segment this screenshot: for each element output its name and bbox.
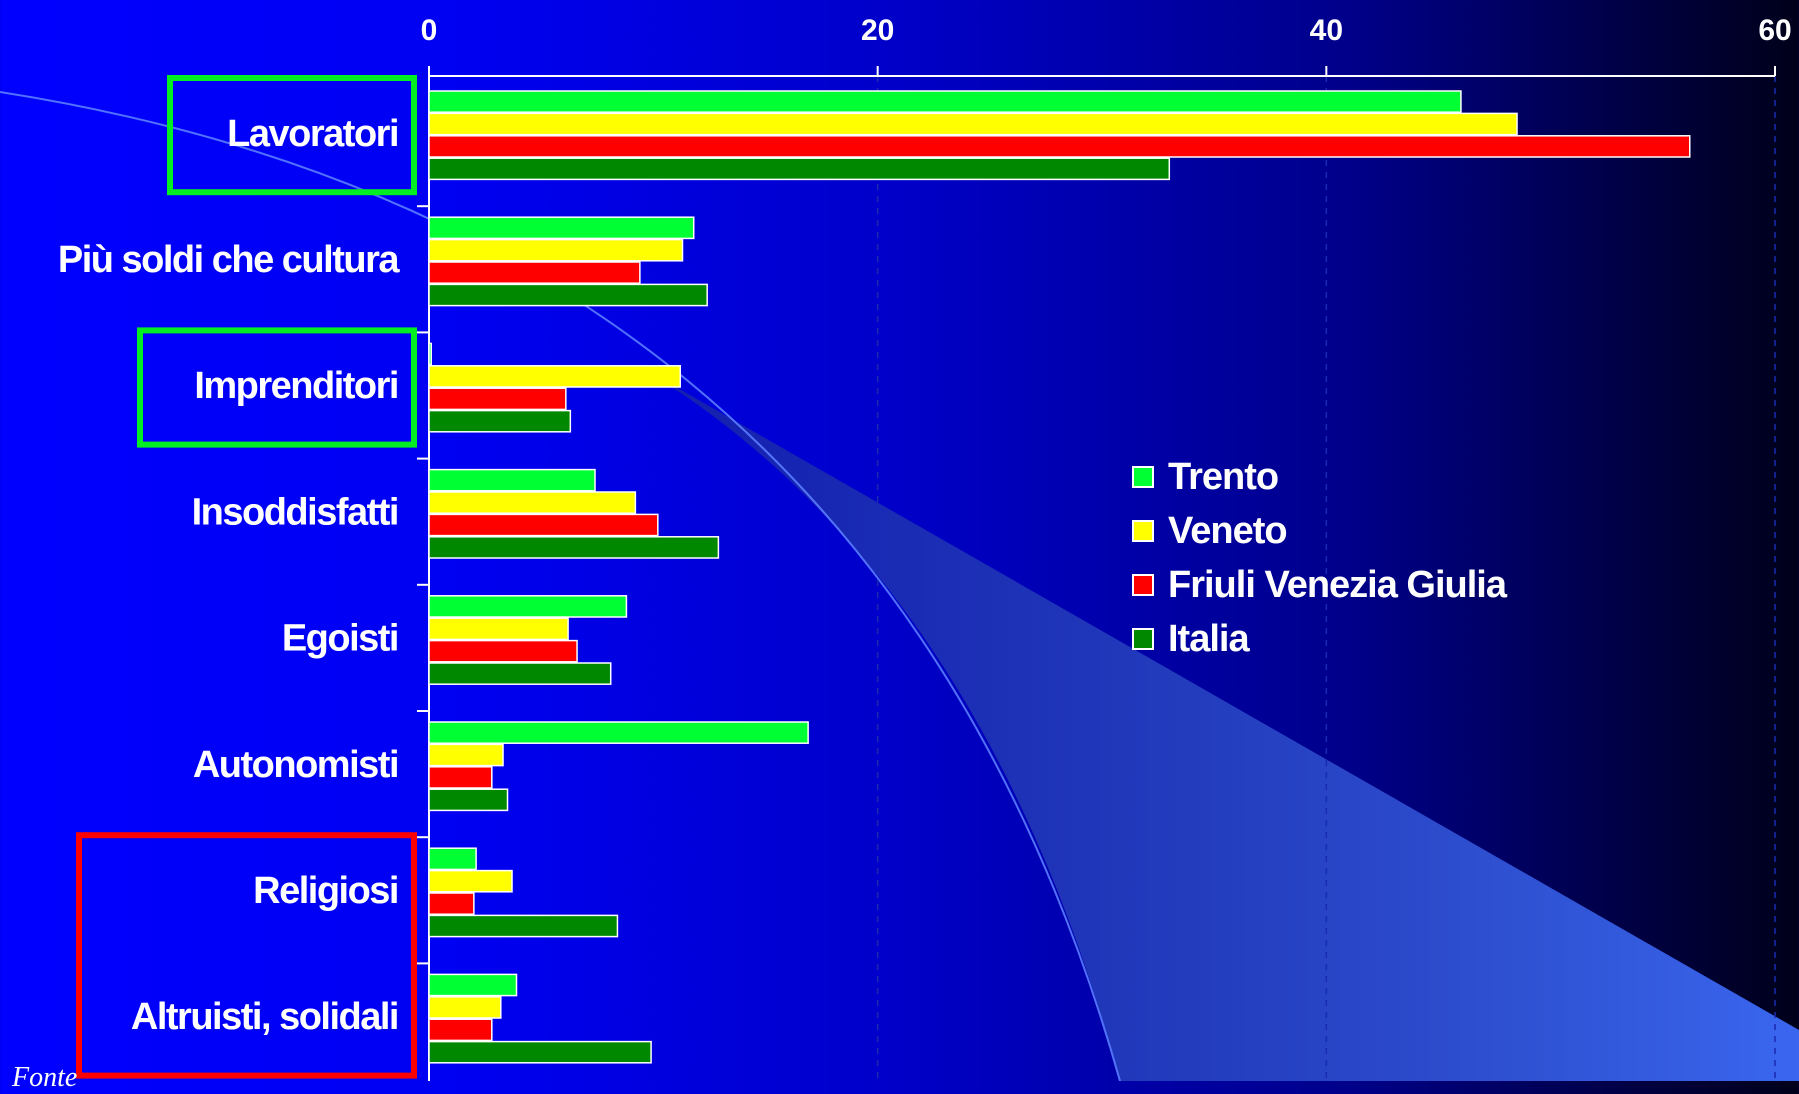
category-label: Autonomisti	[193, 744, 398, 786]
highlight-box	[76, 832, 417, 1079]
x-tick-label: 60	[1758, 14, 1791, 47]
category-label: Religiosi	[253, 870, 398, 912]
bar-veneto-0	[428, 112, 1518, 136]
bar-trento-0	[428, 90, 1462, 113]
bar-friuli-venezia-giulia-7	[428, 1018, 493, 1042]
category-label: Più soldi che cultura	[58, 239, 400, 281]
x-tick-label: 20	[861, 14, 894, 47]
bar-trento-1	[428, 216, 695, 240]
category-label: Imprenditori	[194, 365, 398, 407]
bar-friuli-venezia-giulia-4	[428, 639, 578, 663]
category-label: Insoddisfatti	[192, 491, 398, 533]
bar-trento-6	[428, 847, 477, 871]
bar-italia-2	[428, 409, 572, 433]
bar-italia-0	[428, 157, 1171, 181]
bar-trento-7	[428, 973, 518, 997]
category-labels: Lavoratori Più soldi che cultura Imprendit…	[58, 113, 402, 1038]
bar-italia-5	[428, 788, 509, 812]
highlight-box	[167, 75, 417, 196]
bar-veneto-2	[428, 365, 682, 388]
bar-italia-6	[428, 914, 619, 938]
bar-veneto-5	[428, 743, 504, 767]
bar-veneto-7	[428, 996, 502, 1019]
bar-trento-5	[428, 721, 809, 744]
category-label: Altruisti, solidali	[131, 996, 398, 1038]
bar-veneto-4	[428, 617, 569, 641]
legend-swatch-trento	[1132, 466, 1154, 488]
bar-friuli-venezia-giulia-3	[428, 513, 659, 537]
decorative-wedge	[620, 355, 1799, 1081]
bar-friuli-venezia-giulia-2	[428, 387, 567, 411]
legend-item-italia: Italia	[1132, 612, 1506, 666]
legend-swatch-italia	[1132, 628, 1154, 650]
legend: Trento Veneto Friuli Venezia Giulia Ital…	[1132, 450, 1507, 666]
bar-veneto-1	[428, 238, 684, 262]
legend-label: Friuli Venezia Giulia	[1168, 563, 1507, 606]
bars	[428, 90, 1691, 1064]
bar-italia-3	[428, 536, 720, 559]
x-axis: 0 20 40 60	[417, 14, 1792, 1081]
legend-item-trento: Trento	[1132, 450, 1506, 504]
bar-trento-4	[428, 595, 628, 618]
highlight-boxes	[76, 75, 417, 1079]
bar-friuli-venezia-giulia-5	[428, 766, 493, 789]
highlight-box	[137, 327, 417, 448]
bar-friuli-venezia-giulia-0	[428, 135, 1691, 158]
legend-label: Trento	[1168, 455, 1279, 498]
bar-italia-4	[428, 662, 612, 685]
legend-label: Veneto	[1168, 509, 1288, 552]
x-tick-label: 0	[421, 14, 438, 47]
category-label: Egoisti	[282, 618, 398, 660]
legend-swatch-veneto	[1132, 520, 1154, 542]
bar-italia-1	[428, 283, 708, 307]
bar-trento-2	[428, 342, 432, 366]
bar-veneto-3	[428, 491, 637, 514]
bar-italia-7	[428, 1040, 652, 1064]
x-tick-label: 40	[1310, 14, 1343, 47]
bar-friuli-venezia-giulia-1	[428, 261, 641, 284]
bar-friuli-venezia-giulia-6	[428, 892, 475, 915]
legend-label: Italia	[1168, 617, 1250, 660]
category-label: Lavoratori	[227, 113, 398, 155]
legend-item-friuli: Friuli Venezia Giulia	[1132, 558, 1507, 612]
legend-swatch-friuli	[1132, 574, 1154, 596]
decorative-arc	[0, 91, 1121, 1081]
bar-veneto-6	[428, 869, 513, 893]
bar-trento-3	[428, 468, 596, 492]
footer-text: Fonte	[12, 1062, 78, 1093]
legend-item-veneto: Veneto	[1132, 504, 1506, 558]
